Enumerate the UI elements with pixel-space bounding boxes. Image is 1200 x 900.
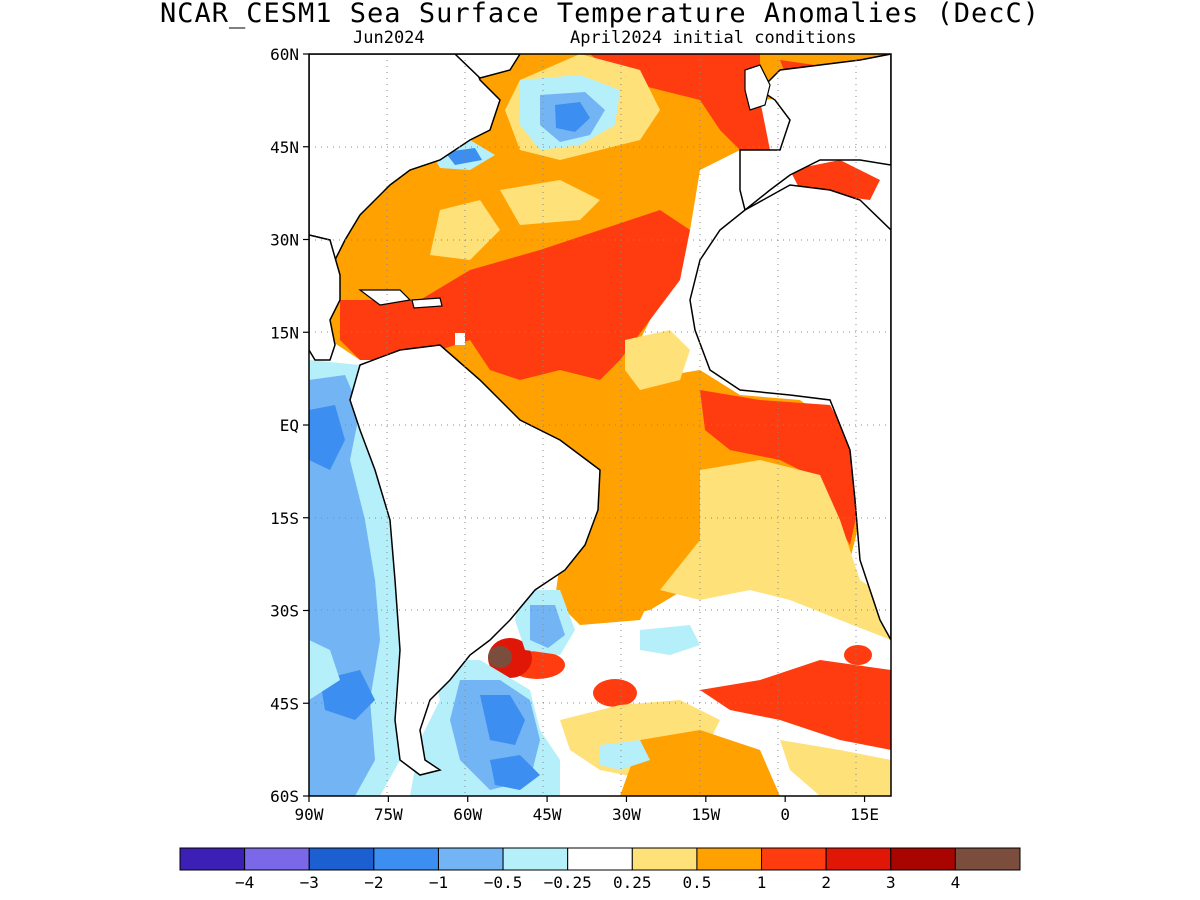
colorbar-label: 0.25 bbox=[613, 873, 652, 892]
x-tick-label: 15E bbox=[850, 805, 879, 824]
y-tick-label: EQ bbox=[280, 416, 299, 435]
colorbar-label: −1 bbox=[429, 873, 448, 892]
y-tick-label: 30S bbox=[270, 602, 299, 621]
y-tick-label: 15S bbox=[270, 509, 299, 528]
colorbar-swatch bbox=[696, 847, 763, 871]
initial-conditions-label: April2024 initial conditions bbox=[570, 28, 857, 48]
colorbar-swatch bbox=[502, 847, 569, 871]
colorbar-label: −0.25 bbox=[544, 873, 592, 892]
colorbar-label: −3 bbox=[300, 873, 319, 892]
x-tick-label: 60W bbox=[453, 805, 482, 824]
colorbar: −4 −3 −2 −1 −0.5 −0.25 0.25 0.5 1 2 3 4 bbox=[179, 847, 1021, 892]
colorbar-swatch bbox=[954, 847, 1021, 871]
y-tick-label: 30N bbox=[270, 231, 299, 250]
colorbar-swatch bbox=[631, 847, 698, 871]
colorbar-swatch bbox=[437, 847, 504, 871]
x-tick-label: 75W bbox=[374, 805, 403, 824]
colorbar-label: 0.5 bbox=[682, 873, 711, 892]
colorbar-swatch bbox=[179, 847, 246, 871]
x-tick-label: 0 bbox=[780, 805, 790, 824]
colorbar-label: 1 bbox=[757, 873, 767, 892]
colorbar-swatch bbox=[890, 847, 956, 871]
colorbar-swatch bbox=[825, 847, 892, 871]
colorbar-label: −0.5 bbox=[484, 873, 523, 892]
chart-title: NCAR_CESM1 Sea Surface Temperature Anoma… bbox=[159, 0, 1041, 29]
y-tick-label: 45S bbox=[270, 694, 299, 713]
x-axis: 90W 75W 60W 45W 30W 15W 0 15E bbox=[295, 796, 879, 824]
colorbar-label: 2 bbox=[821, 873, 831, 892]
x-tick-label: 90W bbox=[295, 805, 324, 824]
colorbar-swatch bbox=[761, 847, 827, 871]
x-tick-label: 15W bbox=[691, 805, 720, 824]
colorbar-label: 4 bbox=[951, 873, 961, 892]
colorbar-label: 3 bbox=[886, 873, 896, 892]
y-axis: 60N 45N 30N 15N EQ 15S 30S 45S 60S bbox=[270, 45, 309, 806]
forecast-month-label: Jun2024 bbox=[353, 28, 425, 48]
y-tick-label: 60N bbox=[270, 45, 299, 64]
x-tick-label: 30W bbox=[612, 805, 641, 824]
colorbar-label: −2 bbox=[364, 873, 383, 892]
land-outline bbox=[309, 54, 891, 776]
colorbar-swatch bbox=[373, 847, 439, 871]
y-tick-label: 60S bbox=[270, 787, 299, 806]
colorbar-swatch bbox=[567, 847, 633, 871]
y-tick-label: 15N bbox=[270, 323, 299, 342]
y-tick-label: 45N bbox=[270, 138, 299, 157]
colorbar-swatch bbox=[308, 847, 375, 871]
colorbar-swatch bbox=[244, 847, 310, 871]
grid-lines bbox=[309, 54, 891, 796]
colorbar-label: −4 bbox=[235, 873, 254, 892]
x-tick-label: 45W bbox=[533, 805, 562, 824]
